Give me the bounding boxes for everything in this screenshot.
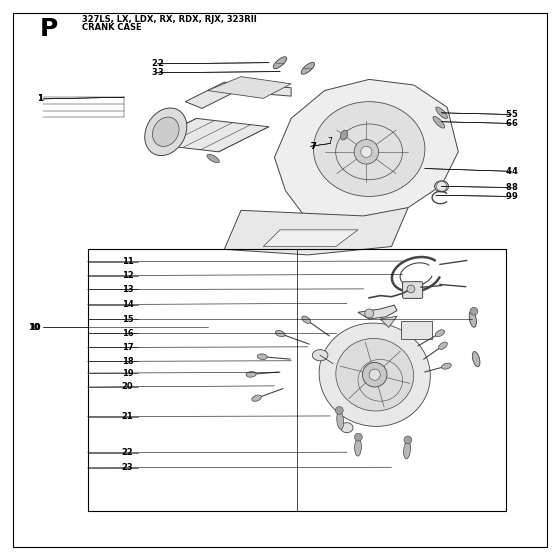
Text: 10: 10	[29, 323, 40, 332]
Polygon shape	[263, 230, 358, 246]
Ellipse shape	[354, 438, 361, 456]
Text: 8: 8	[506, 183, 511, 192]
Polygon shape	[224, 208, 408, 255]
Polygon shape	[274, 80, 458, 230]
Text: 3: 3	[157, 68, 163, 77]
Circle shape	[437, 181, 447, 192]
Text: 7: 7	[328, 137, 333, 146]
Text: 6: 6	[505, 119, 511, 128]
Text: 17: 17	[122, 343, 133, 352]
Circle shape	[335, 407, 343, 414]
Text: 11: 11	[122, 257, 133, 266]
Text: 16: 16	[122, 329, 133, 338]
Circle shape	[404, 436, 412, 444]
Ellipse shape	[276, 330, 285, 337]
Text: 1: 1	[38, 95, 43, 104]
Polygon shape	[185, 82, 291, 109]
Ellipse shape	[152, 117, 179, 147]
Ellipse shape	[404, 441, 410, 459]
Text: 3: 3	[152, 68, 157, 77]
Ellipse shape	[252, 395, 262, 402]
Text: 7: 7	[311, 142, 316, 151]
FancyBboxPatch shape	[403, 282, 423, 298]
Text: 10: 10	[27, 323, 39, 332]
Text: 6: 6	[511, 119, 517, 128]
Text: 18: 18	[122, 357, 133, 366]
Polygon shape	[146, 118, 269, 152]
Circle shape	[407, 285, 415, 293]
Text: 327LS, LX, LDX, RX, RDX, RJX, 323RII: 327LS, LX, LDX, RX, RDX, RJX, 323RII	[82, 15, 257, 24]
Text: 4: 4	[511, 167, 517, 176]
Circle shape	[354, 139, 379, 164]
Ellipse shape	[144, 108, 187, 156]
Circle shape	[369, 369, 380, 380]
Text: 12: 12	[122, 271, 133, 280]
Circle shape	[354, 433, 362, 441]
Polygon shape	[208, 77, 291, 99]
Ellipse shape	[340, 423, 353, 433]
Circle shape	[361, 146, 372, 157]
Ellipse shape	[337, 412, 344, 430]
Ellipse shape	[301, 62, 315, 74]
Ellipse shape	[436, 107, 447, 119]
Circle shape	[365, 309, 374, 318]
Text: 23: 23	[122, 463, 133, 472]
Ellipse shape	[472, 352, 480, 367]
Bar	[88, 249, 506, 511]
Text: 7: 7	[311, 142, 316, 151]
Ellipse shape	[246, 372, 256, 377]
Text: 2: 2	[157, 59, 164, 68]
Text: 9: 9	[511, 192, 517, 201]
Ellipse shape	[319, 323, 430, 426]
Ellipse shape	[257, 354, 267, 360]
Ellipse shape	[340, 130, 348, 140]
Text: 15: 15	[122, 315, 133, 324]
Text: 1: 1	[38, 95, 43, 104]
Ellipse shape	[273, 57, 287, 69]
Text: 20: 20	[122, 382, 133, 391]
Ellipse shape	[314, 102, 425, 197]
Text: 21: 21	[122, 412, 133, 421]
Text: 9: 9	[506, 192, 511, 201]
Ellipse shape	[435, 330, 445, 337]
Bar	[402, 321, 432, 338]
Text: 2: 2	[152, 59, 157, 68]
Ellipse shape	[441, 363, 451, 369]
Ellipse shape	[336, 338, 414, 411]
Polygon shape	[380, 316, 397, 328]
Ellipse shape	[469, 311, 477, 327]
Ellipse shape	[438, 342, 447, 349]
Text: P: P	[40, 17, 58, 41]
Polygon shape	[358, 305, 397, 319]
Ellipse shape	[312, 349, 328, 361]
Text: 5: 5	[511, 110, 517, 119]
Circle shape	[470, 307, 478, 315]
Text: 22: 22	[122, 448, 133, 457]
Text: 13: 13	[122, 285, 133, 294]
Circle shape	[362, 362, 387, 387]
Text: 5: 5	[505, 110, 511, 119]
Text: 19: 19	[122, 368, 133, 377]
Ellipse shape	[302, 316, 311, 324]
Ellipse shape	[435, 181, 449, 192]
Text: CRANK CASE: CRANK CASE	[82, 23, 142, 32]
Ellipse shape	[207, 155, 220, 163]
Ellipse shape	[433, 116, 445, 128]
Text: 8: 8	[511, 183, 517, 192]
Text: 4: 4	[505, 167, 511, 176]
Text: 14: 14	[122, 300, 133, 309]
